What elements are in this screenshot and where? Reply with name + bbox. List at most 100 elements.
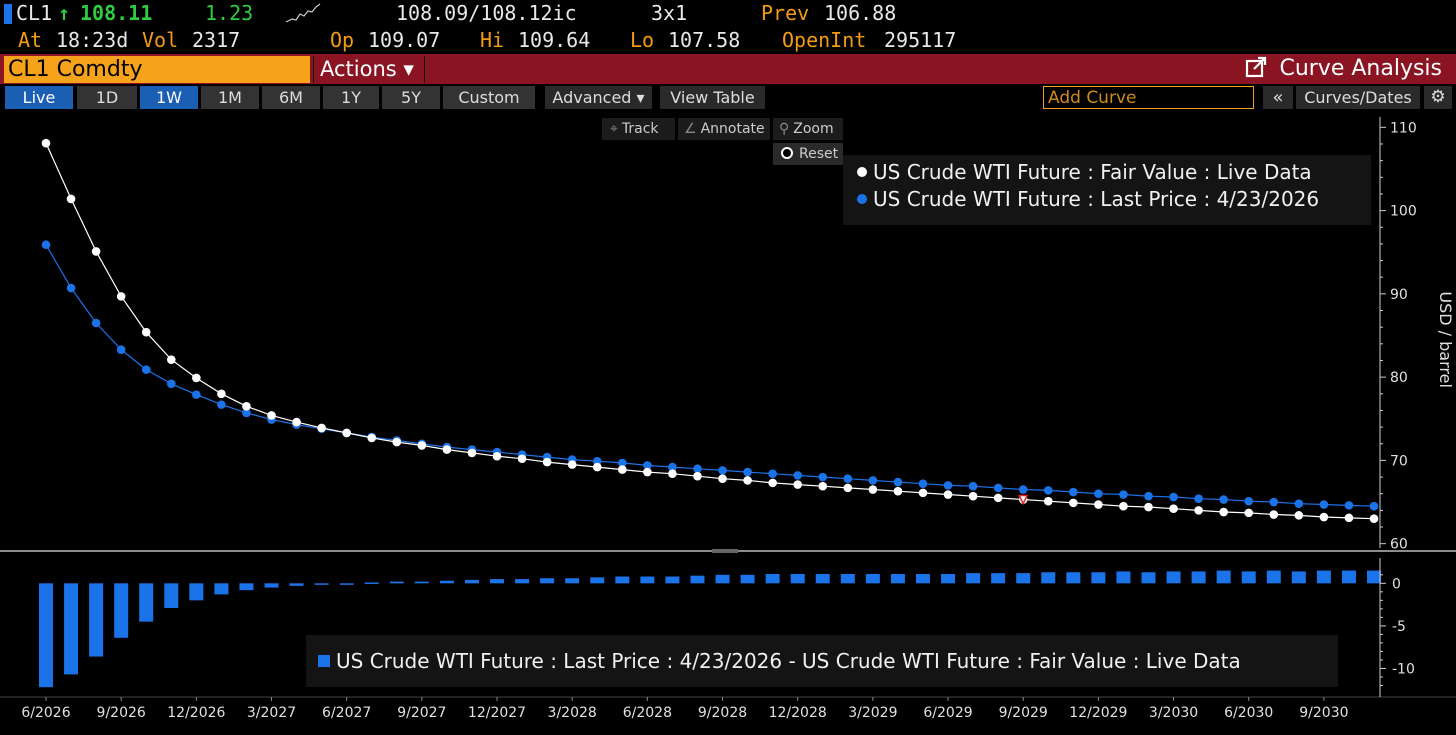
last-price-point[interactable] xyxy=(1269,497,1279,507)
range-1d[interactable]: 1D xyxy=(77,86,137,109)
fair-value-point[interactable] xyxy=(392,437,402,447)
range-6m[interactable]: 6M xyxy=(262,86,320,109)
spread-bar[interactable] xyxy=(139,583,154,622)
fair-value-point[interactable] xyxy=(217,389,226,399)
spread-bar[interactable] xyxy=(640,576,655,584)
fair-value-point[interactable] xyxy=(743,476,752,485)
spread-bar[interactable] xyxy=(490,579,505,584)
contract-marker-icon[interactable] xyxy=(1017,494,1029,506)
spread-bar[interactable] xyxy=(314,583,329,585)
last-price-point[interactable] xyxy=(1369,501,1379,511)
fair-value-point[interactable] xyxy=(66,194,76,204)
fair-value-point[interactable] xyxy=(417,441,427,450)
spread-bar[interactable] xyxy=(991,573,1006,584)
last-price-point[interactable] xyxy=(1344,501,1354,510)
spread-bar[interactable] xyxy=(590,577,605,584)
last-price-line[interactable] xyxy=(45,244,1375,507)
fair-value-point[interactable] xyxy=(893,486,903,496)
annotate-tool[interactable]: ∠ Annotate xyxy=(678,118,770,140)
fair-value-point[interactable] xyxy=(718,474,727,484)
fair-value-point[interactable] xyxy=(467,448,477,458)
spread-bar[interactable] xyxy=(1216,570,1231,584)
spread-bar[interactable] xyxy=(239,583,254,591)
last-price-point[interactable] xyxy=(743,467,752,477)
gear-icon[interactable]: ⚙ xyxy=(1424,86,1452,109)
spread-bar[interactable] xyxy=(1367,570,1381,584)
spread-bar[interactable] xyxy=(790,573,805,584)
fair-value-point[interactable] xyxy=(818,481,828,491)
spread-bar[interactable] xyxy=(89,583,104,657)
last-price-point[interactable] xyxy=(1094,489,1103,499)
last-price-point[interactable] xyxy=(217,400,226,409)
spread-bar[interactable] xyxy=(1291,571,1306,584)
spread-bar[interactable] xyxy=(941,573,956,584)
last-price-point[interactable] xyxy=(818,472,828,482)
spread-bar[interactable] xyxy=(339,583,354,585)
pop-out-icon[interactable] xyxy=(1245,56,1267,78)
last-price-point[interactable] xyxy=(1219,495,1228,504)
fair-value-point[interactable] xyxy=(618,465,627,474)
reset-button[interactable]: Reset xyxy=(773,143,843,165)
spread-bar[interactable] xyxy=(114,583,129,638)
fair-value-point[interactable] xyxy=(1294,511,1304,520)
spread-bar[interactable] xyxy=(740,574,755,584)
spread-bar[interactable] xyxy=(389,581,404,584)
fair-value-point[interactable] xyxy=(367,433,377,443)
spread-bar[interactable] xyxy=(439,580,454,584)
fair-value-point[interactable] xyxy=(317,423,326,433)
spread-bar[interactable] xyxy=(865,573,880,584)
fair-value-point[interactable] xyxy=(968,491,978,501)
fair-value-point[interactable] xyxy=(242,401,251,411)
last-price-point[interactable] xyxy=(793,471,802,480)
fair-value-point[interactable] xyxy=(592,462,602,472)
last-price-point[interactable] xyxy=(718,466,727,475)
fair-value-point[interactable] xyxy=(1194,506,1203,515)
spread-bar[interactable] xyxy=(966,573,981,584)
fair-value-point[interactable] xyxy=(693,471,702,481)
fair-value-point[interactable] xyxy=(492,451,502,461)
curve-chart[interactable]: 60 70 80 90 100 110 USD / barrel 0 -5 -10 6/2026 9/… xyxy=(0,112,1456,735)
spread-bar[interactable] xyxy=(565,578,580,584)
spread-bar[interactable] xyxy=(1091,572,1106,584)
track-tool[interactable]: ⌖ Track xyxy=(602,118,675,140)
legend-item-fair-value[interactable]: US Crude WTI Future : Fair Value : Live … xyxy=(857,160,1312,184)
spread-bar[interactable] xyxy=(840,573,855,584)
last-price-point[interactable] xyxy=(1319,500,1329,509)
spread-bar[interactable] xyxy=(1141,572,1156,584)
spread-bar[interactable] xyxy=(690,575,705,584)
fair-value-point[interactable] xyxy=(1269,510,1279,519)
last-price-point[interactable] xyxy=(1069,487,1078,497)
fair-value-point[interactable] xyxy=(192,373,201,383)
last-price-point[interactable] xyxy=(943,481,953,490)
range-1w[interactable]: 1W xyxy=(140,86,198,109)
fair-value-point[interactable] xyxy=(116,292,126,301)
last-price-point[interactable] xyxy=(141,365,151,374)
spread-bar[interactable] xyxy=(540,578,555,584)
fair-value-point[interactable] xyxy=(1144,502,1153,512)
fair-value-point[interactable] xyxy=(1119,501,1128,511)
spread-bar[interactable] xyxy=(1316,570,1331,584)
spread-bar[interactable] xyxy=(1191,571,1206,584)
last-price-point[interactable] xyxy=(1244,496,1254,506)
last-price-point[interactable] xyxy=(993,483,1003,493)
fair-value-point[interactable] xyxy=(267,411,276,420)
fair-value-point[interactable] xyxy=(918,488,928,498)
zoom-tool[interactable]: ⚲ Zoom xyxy=(773,118,843,140)
fair-value-point[interactable] xyxy=(542,457,552,467)
range-1y[interactable]: 1Y xyxy=(323,86,379,109)
last-price-point[interactable] xyxy=(768,469,777,479)
security-field[interactable]: CL1 Comdty xyxy=(4,56,310,83)
last-price-point[interactable] xyxy=(1119,490,1128,499)
last-price-point[interactable] xyxy=(116,345,126,354)
spread-bar[interactable] xyxy=(264,583,279,588)
view-table-button[interactable]: View Table xyxy=(660,86,765,109)
fair-value-point[interactable] xyxy=(41,138,51,148)
actions-menu[interactable]: Actions ▾ xyxy=(313,56,425,83)
spread-bar[interactable] xyxy=(189,583,204,601)
fair-value-point[interactable] xyxy=(843,483,853,493)
spread-bar[interactable] xyxy=(1016,573,1031,584)
spread-bar[interactable] xyxy=(1066,572,1081,584)
spread-bar[interactable] xyxy=(1341,570,1356,584)
legend-item-last-price[interactable]: US Crude WTI Future : Last Price : 4/23/… xyxy=(857,187,1319,211)
last-price-point[interactable] xyxy=(91,318,101,328)
